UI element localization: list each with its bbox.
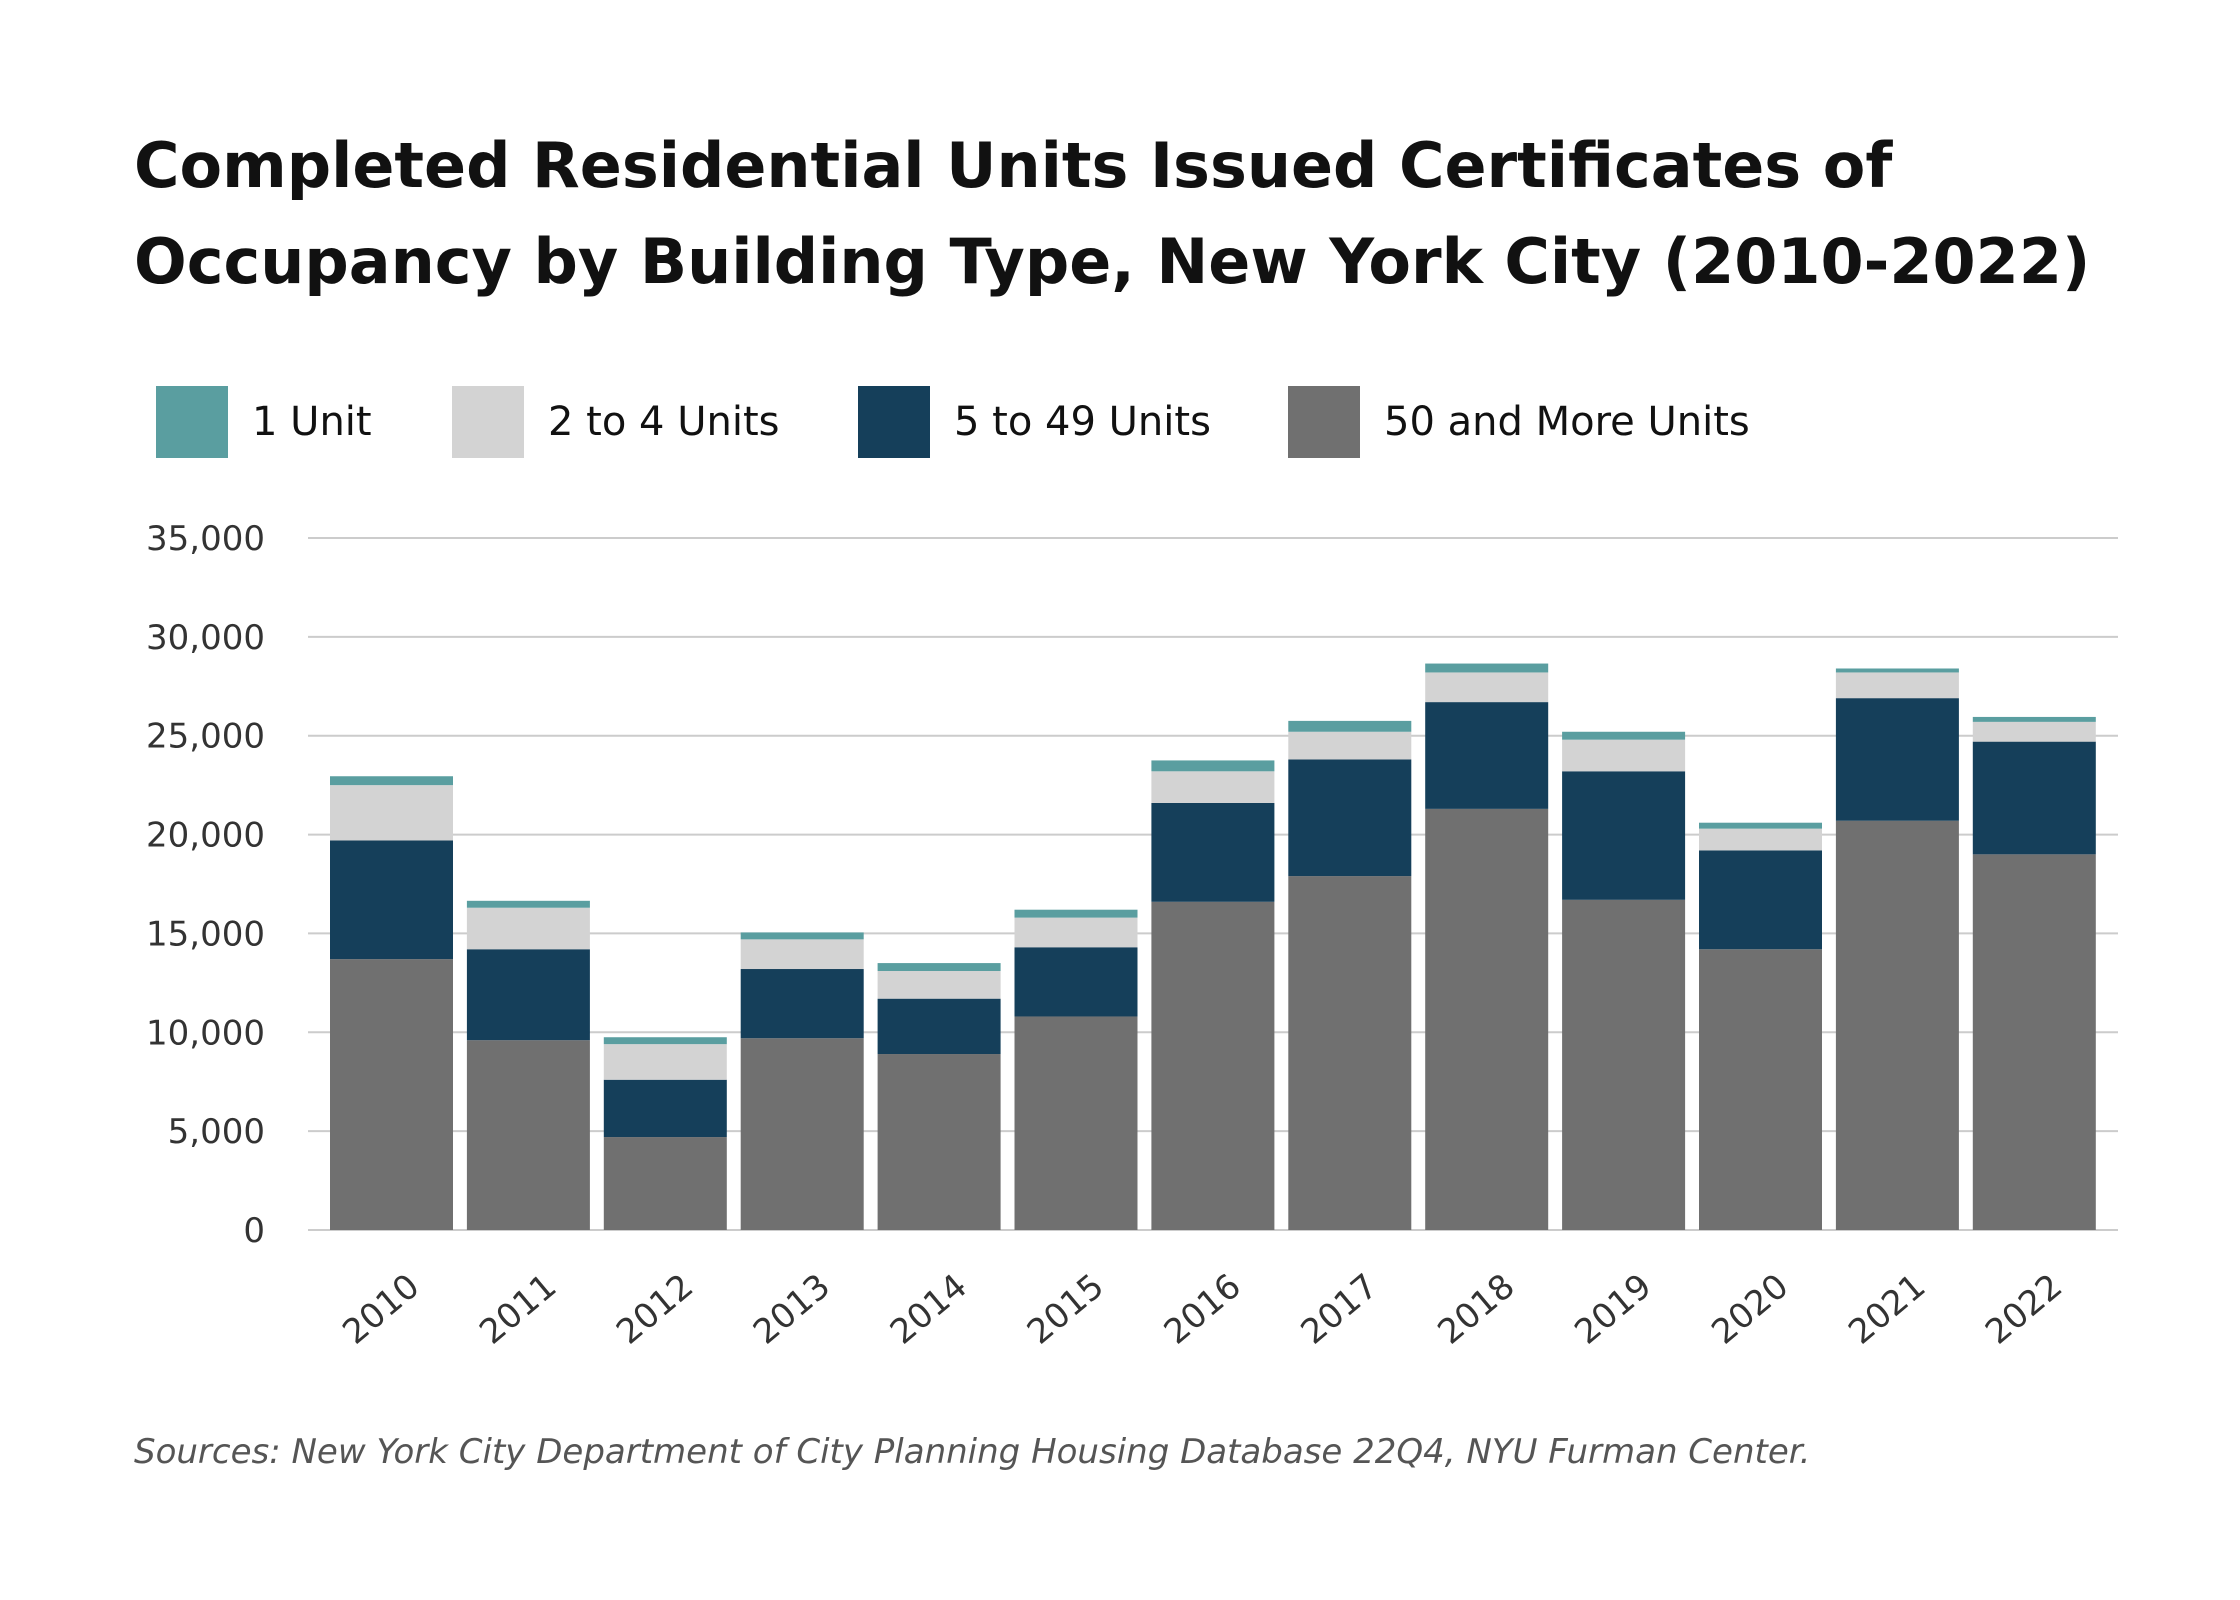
- bar-segment-5-to-49-units: [1288, 759, 1412, 877]
- bar-segment-2-to-4-units: [1288, 731, 1412, 760]
- y-tick-label: 35,000: [146, 519, 265, 559]
- y-tick-label: 15,000: [146, 914, 265, 954]
- bar-segment-5-to-49-units: [1014, 947, 1138, 1017]
- x-tick-label: 2018: [1430, 1266, 1522, 1352]
- x-tick-label: 2014: [883, 1266, 975, 1352]
- x-tick-label: 2017: [1294, 1266, 1386, 1352]
- bar-segment-50-and-more-units: [740, 1038, 864, 1230]
- bar-segment-5-to-49-units: [1835, 698, 1959, 821]
- x-tick-label: 2012: [609, 1266, 701, 1352]
- bar-segment-50-and-more-units: [1425, 808, 1549, 1230]
- bar-segment-2-to-4-units: [877, 970, 1001, 999]
- legend-item-50-and-more-units: 50 and More Units: [1288, 386, 1750, 458]
- chart-title: Completed Residential Units Issued Certi…: [134, 129, 2091, 298]
- x-tick-label: 2020: [1704, 1266, 1796, 1352]
- y-tick-label: 25,000: [146, 717, 265, 757]
- bar-segment-1-unit: [1699, 822, 1822, 829]
- bar-segment-50-and-more-units: [1288, 876, 1412, 1230]
- x-tick-label: 2013: [746, 1266, 838, 1352]
- bar-segment-2-to-4-units: [330, 785, 453, 841]
- bar-segment-50-and-more-units: [1014, 1016, 1138, 1230]
- bar-segment-1-unit: [466, 900, 590, 908]
- bar-segment-1-unit: [1835, 668, 1959, 673]
- bar-segment-1-unit: [1562, 731, 1686, 740]
- bar-segment-2-to-4-units: [1562, 739, 1686, 772]
- x-tick-label: 2019: [1567, 1266, 1659, 1352]
- x-tick-label: 2016: [1157, 1266, 1249, 1352]
- legend-label-2-to-4-units: 2 to 4 Units: [548, 399, 780, 445]
- bar-segment-2-to-4-units: [740, 939, 864, 970]
- legend-swatch-5-to-49-units: [858, 386, 930, 458]
- bar-segment-50-and-more-units: [1699, 949, 1822, 1230]
- legend-swatch-1-unit: [156, 386, 228, 458]
- bar-segment-1-unit: [1288, 720, 1412, 732]
- bar-segment-50-and-more-units: [877, 1054, 1001, 1230]
- bar-segment-1-unit: [1014, 909, 1138, 918]
- y-tick-label: 5,000: [168, 1112, 265, 1152]
- bar-segment-5-to-49-units: [1425, 702, 1549, 809]
- x-tick-label: 2015: [1020, 1266, 1112, 1352]
- bar-segment-2-to-4-units: [1425, 672, 1549, 703]
- bar-segment-5-to-49-units: [466, 949, 590, 1041]
- x-tick-label: 2010: [335, 1266, 427, 1352]
- bar-segment-1-unit: [1425, 663, 1549, 673]
- legend-label-1-unit: 1 Unit: [252, 399, 372, 445]
- bar-segment-1-unit: [740, 932, 864, 940]
- bar-segment-1-unit: [1972, 716, 2096, 722]
- bar-segment-5-to-49-units: [1972, 741, 2096, 855]
- bar-segment-50-and-more-units: [466, 1040, 590, 1230]
- x-tick-label: 2021: [1841, 1266, 1933, 1352]
- bar-segment-50-and-more-units: [1151, 901, 1275, 1230]
- y-tick-label: 30,000: [146, 618, 265, 658]
- y-tick-label: 10,000: [146, 1013, 265, 1053]
- bar-segment-2-to-4-units: [1014, 917, 1138, 948]
- bar-segment-5-to-49-units: [740, 969, 864, 1039]
- bar-segment-1-unit: [330, 776, 453, 786]
- legend-item-5-to-49-units: 5 to 49 Units: [858, 386, 1211, 458]
- bar-segment-2-to-4-units: [1151, 771, 1275, 803]
- y-tick-label: 20,000: [146, 816, 265, 856]
- bar-segment-2-to-4-units: [466, 907, 590, 950]
- x-tick-label: 2022: [1978, 1266, 2070, 1352]
- bar-segment-50-and-more-units: [1972, 854, 2096, 1230]
- legend-item-2-to-4-units: 2 to 4 Units: [452, 386, 779, 458]
- bar-segment-50-and-more-units: [1562, 899, 1686, 1230]
- bar-segment-2-to-4-units: [1835, 672, 1959, 699]
- bar-segment-1-unit: [603, 1037, 727, 1045]
- legend-label-50-and-more-units: 50 and More Units: [1384, 399, 1750, 445]
- bar-segment-1-unit: [1151, 760, 1275, 772]
- source-note: Sources: New York City Department of Cit…: [134, 1432, 1811, 1472]
- bar-segment-5-to-49-units: [1151, 802, 1275, 902]
- bar-segment-5-to-49-units: [603, 1079, 727, 1138]
- bar-segment-5-to-49-units: [330, 840, 453, 960]
- legend-swatch-50-and-more-units: [1288, 386, 1360, 458]
- bar-segment-5-to-49-units: [1562, 771, 1686, 900]
- bar-segment-5-to-49-units: [877, 998, 1001, 1055]
- bar-segment-50-and-more-units: [330, 959, 453, 1230]
- legend-item-1-unit: 1 Unit: [156, 386, 372, 458]
- bar-segment-1-unit: [877, 963, 1001, 971]
- bar-segment-2-to-4-units: [1972, 721, 2096, 742]
- bar-segment-2-to-4-units: [603, 1044, 727, 1080]
- y-tick-label: 0: [243, 1211, 265, 1251]
- bar-segment-5-to-49-units: [1699, 850, 1822, 950]
- legend-swatch-2-to-4-units: [452, 386, 524, 458]
- bar-segment-50-and-more-units: [1835, 820, 1959, 1230]
- x-tick-label: 2011: [472, 1266, 564, 1352]
- bar-segment-50-and-more-units: [603, 1137, 727, 1230]
- bar-segment-2-to-4-units: [1699, 828, 1822, 851]
- legend-label-5-to-49-units: 5 to 49 Units: [954, 399, 1211, 445]
